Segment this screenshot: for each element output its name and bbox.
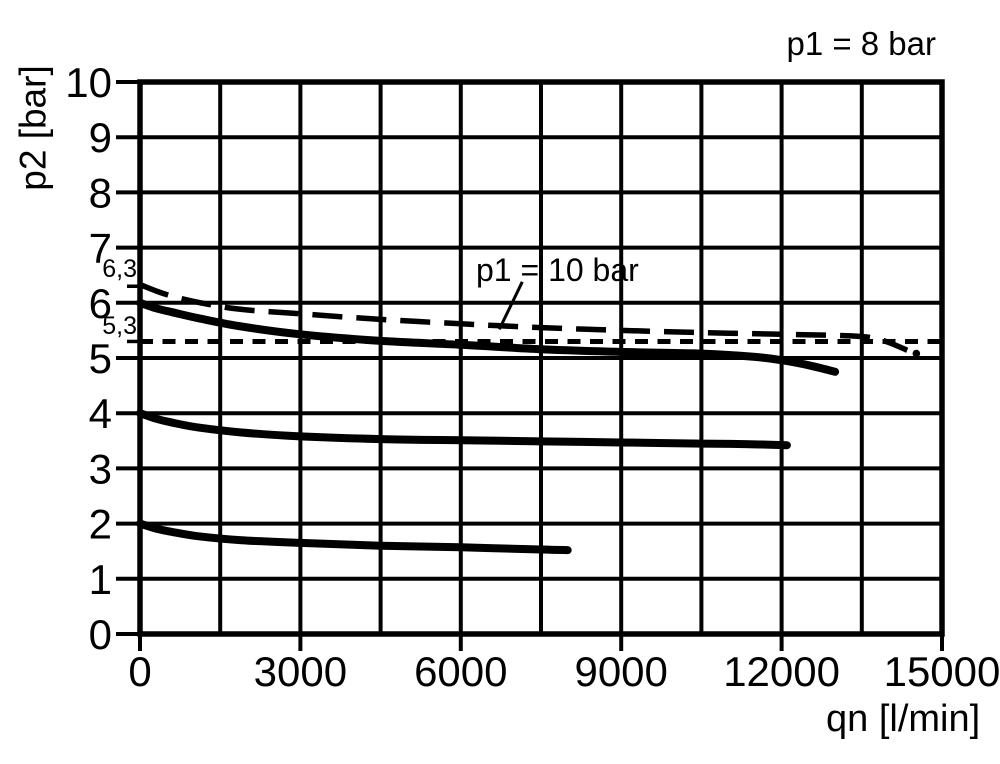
y-tick-label: 1 (89, 556, 112, 603)
chart-title-p1-8bar: p1 = 8 bar (786, 25, 936, 62)
x-tick-label: 9000 (574, 648, 667, 695)
x-tick-label: 0 (128, 648, 151, 695)
x-tick-label: 3000 (254, 648, 347, 695)
curve-p1-8-bar-setting-6-bar (136, 298, 840, 376)
y-tick-label: 2 (89, 501, 112, 548)
x-tick-label: 12000 (723, 648, 840, 695)
y-tick-label: 0 (89, 611, 112, 658)
y-tick-label: 7 (89, 225, 112, 272)
y-tick-label: 5 (89, 335, 112, 382)
x-tick-label: 15000 (884, 648, 1000, 695)
x-tick-label: 6000 (414, 648, 507, 695)
curve-end-dot (912, 349, 921, 358)
y-tick-label: 6 (89, 280, 112, 327)
curve-p1-10-bar (138, 282, 909, 353)
x-axis-title: qn [l/min] (826, 698, 981, 740)
y-marker-label-6-3: 6,3 (102, 255, 137, 283)
annotation-leader-line (497, 281, 524, 330)
curve-p1-8-bar-setting-4-bar (136, 409, 791, 450)
y-tick-label: 8 (89, 169, 112, 216)
y-tick-label: 3 (89, 445, 112, 492)
annotation-p1-10bar: p1 = 10 bar (476, 252, 639, 288)
y-tick-label: 4 (89, 390, 112, 437)
y-tick-label: 9 (89, 114, 112, 161)
y-marker-label-5-3: 5,3 (102, 312, 137, 340)
y-tick-label: 10 (65, 59, 112, 106)
curve-p1-8-bar-setting-2-bar (136, 519, 572, 555)
